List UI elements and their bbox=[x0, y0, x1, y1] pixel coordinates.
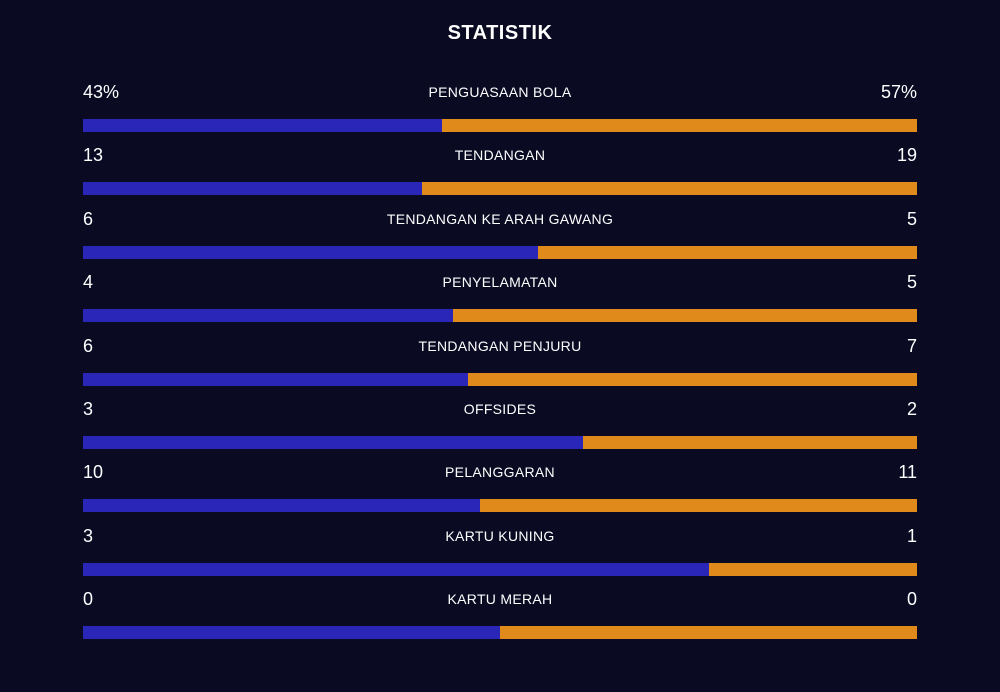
comparison-bar bbox=[83, 119, 917, 132]
away-value: 5 bbox=[906, 208, 917, 229]
comparison-bar bbox=[83, 245, 917, 259]
away-value: 5 bbox=[906, 272, 917, 293]
stat-line: 43% PENGUASAAN BOLA 57% bbox=[83, 82, 917, 106]
stat-line: 0 KARTU MERAH 0 bbox=[83, 589, 917, 613]
comparison-bar bbox=[83, 562, 917, 576]
home-bar-segment bbox=[83, 309, 454, 323]
stat-row: 4 PENYELAMATAN 5 bbox=[83, 272, 917, 335]
stat-row: 0 KARTU MERAH 0 bbox=[83, 589, 917, 652]
away-bar-segment bbox=[708, 562, 917, 576]
comparison-bar bbox=[83, 309, 917, 323]
away-bar-segment bbox=[453, 309, 917, 323]
home-value: 3 bbox=[83, 398, 94, 419]
stats-list: 43% PENGUASAAN BOLA 57% 13 TENDANGAN 19 6 TENDA… bbox=[83, 82, 917, 653]
comparison-bar bbox=[83, 372, 917, 386]
stat-label: KARTU KUNING bbox=[445, 527, 555, 544]
home-value: 4 bbox=[83, 272, 94, 293]
stat-line: 3 OFFSIDES 2 bbox=[83, 399, 917, 423]
comparison-bar bbox=[83, 626, 917, 640]
home-bar-segment bbox=[83, 119, 442, 132]
stat-row: 10 PELANGGARAN 11 bbox=[83, 462, 917, 525]
panel-title: STATISTIK bbox=[447, 22, 553, 44]
stat-line: 6 TENDANGAN KE ARAH GAWANG 5 bbox=[83, 209, 917, 233]
stat-label: PELANGGARAN bbox=[445, 464, 555, 481]
away-value: 0 bbox=[906, 589, 917, 610]
home-value: 13 bbox=[83, 145, 104, 166]
away-bar-segment bbox=[421, 182, 917, 196]
stat-line: 10 PELANGGARAN 11 bbox=[83, 462, 917, 486]
away-value: 57% bbox=[880, 82, 917, 102]
away-value: 11 bbox=[898, 462, 917, 483]
away-bar-segment bbox=[441, 119, 917, 132]
away-value: 7 bbox=[906, 335, 917, 356]
away-value: 2 bbox=[906, 398, 917, 419]
stat-row: 43% PENGUASAAN BOLA 57% bbox=[83, 82, 917, 145]
away-bar-segment bbox=[500, 626, 917, 640]
home-value: 10 bbox=[83, 462, 104, 483]
stat-label: TENDANGAN KE ARAH GAWANG bbox=[386, 210, 614, 227]
home-bar-segment bbox=[83, 245, 538, 259]
comparison-bar bbox=[83, 435, 917, 449]
stat-label: KARTU MERAH bbox=[447, 591, 553, 608]
stat-row: 3 KARTU KUNING 1 bbox=[83, 526, 917, 589]
home-bar-segment bbox=[83, 435, 584, 449]
stat-line: 6 TENDANGAN PENJURU 7 bbox=[83, 336, 917, 360]
away-bar-segment bbox=[583, 435, 917, 449]
away-value: 19 bbox=[896, 145, 917, 166]
stat-label: PENYELAMATAN bbox=[442, 274, 558, 291]
stat-row: 13 TENDANGAN 19 bbox=[83, 145, 917, 208]
home-bar-segment bbox=[83, 499, 480, 513]
stat-row: 6 TENDANGAN PENJURU 7 bbox=[83, 336, 917, 399]
stat-line: 13 TENDANGAN 19 bbox=[83, 145, 917, 169]
home-value: 43% bbox=[83, 82, 120, 102]
away-bar-segment bbox=[537, 245, 917, 259]
away-bar-segment bbox=[479, 499, 917, 513]
stat-label: TENDANGAN PENJURU bbox=[418, 337, 582, 354]
comparison-bar bbox=[83, 499, 917, 513]
home-bar-segment bbox=[83, 182, 422, 196]
home-bar-segment bbox=[83, 626, 500, 640]
home-value: 0 bbox=[83, 589, 94, 610]
stat-row: 3 OFFSIDES 2 bbox=[83, 399, 917, 462]
stat-label: PENGUASAAN BOLA bbox=[428, 84, 572, 100]
away-value: 1 bbox=[906, 525, 917, 546]
home-bar-segment bbox=[83, 562, 709, 576]
home-value: 3 bbox=[83, 525, 94, 546]
home-value: 6 bbox=[83, 208, 94, 229]
home-value: 6 bbox=[83, 335, 94, 356]
comparison-bar bbox=[83, 182, 917, 196]
stat-line: 4 PENYELAMATAN 5 bbox=[83, 272, 917, 296]
stat-row: 6 TENDANGAN KE ARAH GAWANG 5 bbox=[83, 209, 917, 272]
stat-line: 3 KARTU KUNING 1 bbox=[83, 526, 917, 550]
stat-label: TENDANGAN bbox=[454, 147, 546, 164]
stat-label: OFFSIDES bbox=[463, 400, 537, 417]
home-bar-segment bbox=[83, 372, 469, 386]
away-bar-segment bbox=[468, 372, 917, 386]
